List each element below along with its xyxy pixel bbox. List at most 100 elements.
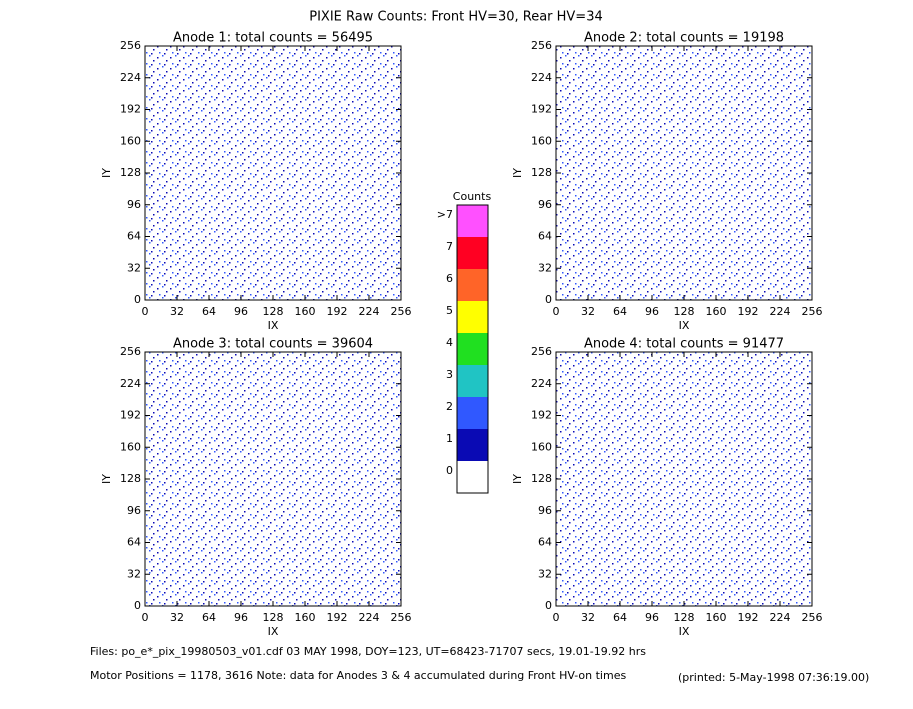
colorbar-label: 2 — [446, 400, 453, 413]
y-tick-label: 128 — [120, 472, 141, 485]
y-tick-label: 192 — [120, 103, 141, 116]
y-tick-label: 256 — [531, 39, 552, 52]
x-tick-label: 192 — [738, 611, 759, 624]
y-tick-label: 96 — [127, 504, 141, 517]
x-tick-label: 128 — [674, 611, 695, 624]
y-tick-label: 160 — [120, 440, 141, 453]
x-tick-label: 0 — [553, 611, 560, 624]
y-axis-label: IY — [511, 474, 524, 484]
x-tick-label: 128 — [674, 305, 695, 318]
y-tick-label: 192 — [120, 409, 141, 422]
y-tick-label: 0 — [545, 293, 552, 306]
y-tick-label: 192 — [531, 103, 552, 116]
y-tick-label: 160 — [531, 440, 552, 453]
y-tick-label: 32 — [538, 261, 552, 274]
panel-title: Anode 3: total counts = 39604 — [173, 337, 373, 352]
x-tick-label: 160 — [706, 305, 727, 318]
x-tick-label: 32 — [170, 611, 184, 624]
x-tick-label: 192 — [327, 611, 348, 624]
x-axis-label: IX — [268, 319, 279, 332]
colorbar-title: Counts — [453, 190, 492, 203]
heatmap-area — [556, 352, 812, 606]
x-tick-label: 128 — [263, 611, 284, 624]
y-tick-label: 128 — [120, 166, 141, 179]
colorbar-label: 6 — [446, 272, 453, 285]
x-tick-label: 64 — [613, 611, 627, 624]
y-tick-label: 32 — [127, 261, 141, 274]
y-tick-label: 128 — [531, 472, 552, 485]
x-tick-label: 0 — [142, 611, 149, 624]
y-tick-label: 128 — [531, 166, 552, 179]
footer-files: Files: po_e*_pix_19980503_v01.cdf 03 MAY… — [90, 645, 646, 658]
colorbar-cell — [457, 205, 488, 237]
page-title: PIXIE Raw Counts: Front HV=30, Rear HV=3… — [309, 10, 603, 25]
y-tick-label: 0 — [134, 599, 141, 612]
y-tick-label: 96 — [127, 198, 141, 211]
y-tick-label: 224 — [531, 377, 552, 390]
colorbar-cell — [457, 365, 488, 397]
colorbar-frame — [456, 204, 489, 494]
x-tick-label: 160 — [295, 305, 316, 318]
x-tick-label: 32 — [170, 305, 184, 318]
x-tick-label: 256 — [391, 611, 412, 624]
x-tick-label: 128 — [263, 305, 284, 318]
heatmap-area — [556, 46, 812, 300]
x-tick-label: 32 — [581, 305, 595, 318]
colorbar-cell — [457, 397, 488, 429]
colorbar-cell — [457, 461, 488, 493]
y-tick-label: 32 — [538, 567, 552, 580]
y-tick-label: 160 — [120, 134, 141, 147]
footer-motor: Motor Positions = 1178, 3616 Note: data … — [90, 669, 626, 682]
x-tick-label: 0 — [553, 305, 560, 318]
x-tick-label: 96 — [234, 611, 248, 624]
y-tick-label: 256 — [120, 345, 141, 358]
panel-title: Anode 2: total counts = 19198 — [584, 31, 784, 46]
x-tick-label: 224 — [359, 305, 380, 318]
x-axis-label: IX — [268, 625, 279, 638]
x-tick-label: 96 — [645, 611, 659, 624]
colorbar-cell — [457, 301, 488, 333]
y-axis-label: IY — [100, 474, 113, 484]
heatmap-area — [145, 352, 401, 606]
panel-title: Anode 1: total counts = 56495 — [173, 31, 373, 46]
x-tick-label: 256 — [802, 611, 823, 624]
colorbar-label: 0 — [446, 464, 453, 477]
y-tick-label: 64 — [538, 536, 552, 549]
x-tick-label: 64 — [202, 611, 216, 624]
x-tick-label: 96 — [645, 305, 659, 318]
x-tick-label: 160 — [295, 611, 316, 624]
x-tick-label: 224 — [770, 305, 791, 318]
x-axis-label: IX — [679, 625, 690, 638]
x-tick-label: 256 — [802, 305, 823, 318]
x-tick-label: 160 — [706, 611, 727, 624]
y-tick-label: 0 — [134, 293, 141, 306]
x-tick-label: 32 — [581, 611, 595, 624]
heatmap-area — [145, 46, 401, 300]
y-axis-label: IY — [100, 168, 113, 178]
x-tick-label: 0 — [142, 305, 149, 318]
colorbar-label: 1 — [446, 432, 453, 445]
y-tick-label: 192 — [531, 409, 552, 422]
y-tick-label: 64 — [127, 230, 141, 243]
colorbar-cell — [457, 333, 488, 365]
footer-printed: (printed: 5-May-1998 07:36:19.00) — [678, 671, 869, 684]
y-tick-label: 64 — [127, 536, 141, 549]
y-tick-label: 0 — [545, 599, 552, 612]
panel-title: Anode 4: total counts = 91477 — [584, 337, 784, 352]
y-tick-label: 64 — [538, 230, 552, 243]
x-tick-label: 64 — [613, 305, 627, 318]
colorbar-label: >7 — [437, 208, 453, 221]
colorbar-cell — [457, 237, 488, 269]
colorbar-label: 4 — [446, 336, 453, 349]
y-tick-label: 256 — [531, 345, 552, 358]
y-axis-label: IY — [511, 168, 524, 178]
y-tick-label: 224 — [531, 71, 552, 84]
y-tick-label: 256 — [120, 39, 141, 52]
y-tick-label: 224 — [120, 71, 141, 84]
x-tick-label: 224 — [770, 611, 791, 624]
x-tick-label: 96 — [234, 305, 248, 318]
colorbar-cell — [457, 429, 488, 461]
y-tick-label: 32 — [127, 567, 141, 580]
x-tick-label: 224 — [359, 611, 380, 624]
